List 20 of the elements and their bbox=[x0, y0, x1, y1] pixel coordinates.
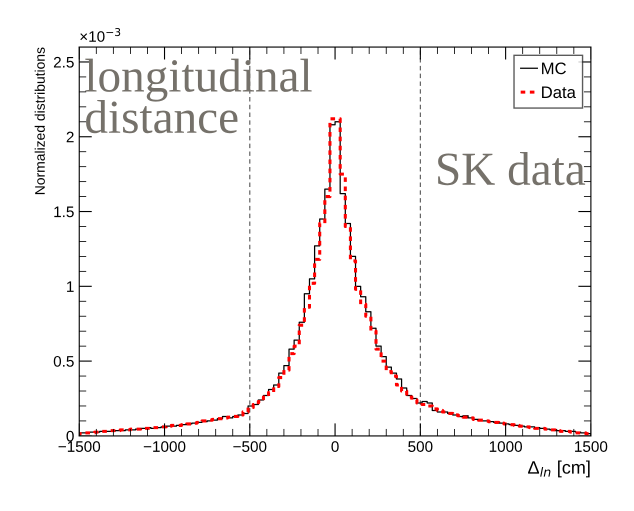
legend-label: Data bbox=[542, 86, 576, 98]
x-tick-label: −1000 bbox=[144, 441, 186, 452]
y-tick-label: 1.5 bbox=[54, 206, 74, 218]
x-tick-label: −500 bbox=[233, 441, 266, 452]
y-tick-label: 0 bbox=[66, 430, 74, 442]
x-tick-label: 500 bbox=[408, 441, 432, 452]
y-tick-label: 2.5 bbox=[54, 56, 74, 68]
legend-label: MC bbox=[542, 62, 566, 74]
y-tick-label: 2 bbox=[66, 132, 74, 142]
x-tick-label: 1500 bbox=[575, 441, 608, 452]
text: ×10$^{−3}$ bbox=[80, 28, 120, 42]
y-axis-title: Normalized distributions bbox=[34, 48, 45, 194]
annotation: SK data bbox=[438, 152, 586, 186]
x-tick-label: 0 bbox=[331, 441, 339, 452]
x-axis-title: Δ$_{ln}$ [cm] bbox=[528, 460, 590, 478]
x-tick-label: −1500 bbox=[58, 441, 100, 452]
y-tick-label: 0.5 bbox=[54, 356, 74, 367]
annotation: longitudinal distance bbox=[85, 58, 312, 134]
x-tick-label: 1000 bbox=[490, 441, 522, 452]
y-tick-label: 1 bbox=[67, 281, 74, 292]
